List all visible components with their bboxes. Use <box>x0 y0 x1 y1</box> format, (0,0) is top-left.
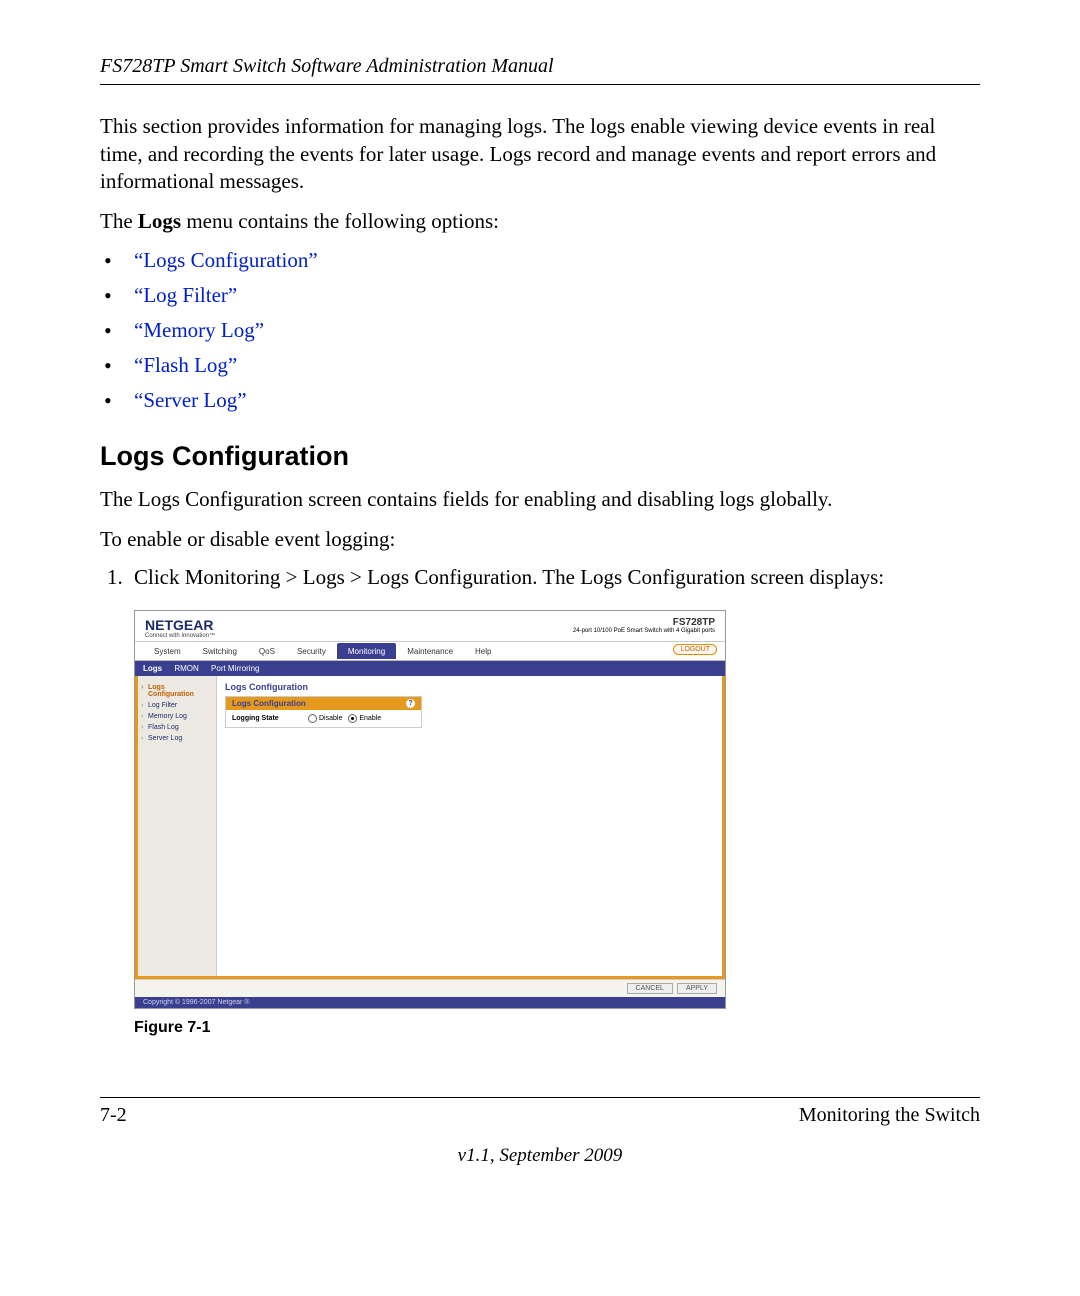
sidebar-item-logs-configuration[interactable]: Logs Configuration <box>138 682 216 700</box>
subtab-rmon[interactable]: RMON <box>174 664 198 673</box>
tab-help[interactable]: Help <box>464 643 502 659</box>
page-header-rule: FS728TP Smart Switch Software Administra… <box>100 55 980 85</box>
intro-p2-bold: Logs <box>138 209 181 233</box>
tab-qos[interactable]: QoS <box>248 643 286 659</box>
screenshot: NETGEAR Connect with Innovation™ FS728TP… <box>134 610 726 1009</box>
radio-disable-label: Disable <box>319 715 342 722</box>
link-memory-log[interactable]: “Memory Log” <box>134 318 264 342</box>
sidebar-item-flash-log[interactable]: Flash Log <box>138 722 216 733</box>
footer-section-name: Monitoring the Switch <box>799 1104 980 1127</box>
brand-logo-text: NETGEAR <box>145 617 215 633</box>
sub-tabs: Logs RMON Port Mirroring <box>135 661 725 676</box>
sidebar: Logs Configuration Log Filter Memory Log… <box>138 676 217 976</box>
help-icon[interactable]: ? <box>406 699 415 708</box>
panel-head-label: Logs Configuration <box>232 699 306 708</box>
link-flash-log[interactable]: “Flash Log” <box>134 353 237 377</box>
content-area: Logs Configuration Logs Configuration ? … <box>217 676 722 976</box>
screenshot-footer: CANCEL APPLY <box>135 979 725 997</box>
radio-enable-dot <box>348 714 357 723</box>
link-log-filter[interactable]: “Log Filter” <box>134 283 237 307</box>
screenshot-body: Logs Configuration Log Filter Memory Log… <box>135 676 725 979</box>
step-1: Click Monitoring > Logs > Logs Configura… <box>128 565 980 590</box>
tab-switching[interactable]: Switching <box>192 643 248 659</box>
link-logs-configuration[interactable]: “Logs Configuration” <box>134 248 318 272</box>
section-text-2: To enable or disable event logging: <box>100 526 980 554</box>
logging-state-label: Logging State <box>232 715 302 722</box>
step-1-post: . The Logs Configuration screen displays… <box>532 565 884 589</box>
page-footer: 7-2 Monitoring the Switch <box>100 1097 980 1127</box>
subtab-port-mirroring[interactable]: Port Mirroring <box>211 664 259 673</box>
options-list: “Logs Configuration” “Log Filter” “Memor… <box>100 248 980 413</box>
model-sub: 24-port 10/100 PoE Smart Switch with 4 G… <box>573 628 715 634</box>
model-block: FS728TP 24-port 10/100 PoE Smart Switch … <box>573 617 715 639</box>
copyright-bar: Copyright © 1996-2007 Netgear ® <box>135 997 725 1008</box>
radio-enable-label: Enable <box>359 715 381 722</box>
option-logs-configuration: “Logs Configuration” <box>100 248 980 273</box>
logout-button[interactable]: LOGOUT <box>673 644 717 655</box>
radio-disable[interactable]: Disable <box>308 714 342 723</box>
model-name: FS728TP <box>573 617 715 628</box>
intro-paragraph-1: This section provides information for ma… <box>100 113 980 196</box>
section-text-1: The Logs Configuration screen contains f… <box>100 486 980 514</box>
logging-state-row: Logging State Disable Enable <box>226 710 421 727</box>
section-heading: Logs Configuration <box>100 441 980 472</box>
panel-title: Logs Configuration <box>225 682 714 692</box>
apply-button[interactable]: APPLY <box>677 983 717 994</box>
figure-caption: Figure 7-1 <box>134 1019 980 1037</box>
tab-monitoring[interactable]: Monitoring <box>337 643 396 659</box>
steps-list: Click Monitoring > Logs > Logs Configura… <box>100 565 980 590</box>
version-line: v1.1, September 2009 <box>100 1145 980 1167</box>
sidebar-item-server-log[interactable]: Server Log <box>138 733 216 744</box>
cancel-button[interactable]: CANCEL <box>627 983 673 994</box>
sidebar-item-log-filter[interactable]: Log Filter <box>138 700 216 711</box>
panel-head: Logs Configuration ? <box>226 697 421 710</box>
option-flash-log: “Flash Log” <box>100 353 980 378</box>
radio-disable-dot <box>308 714 317 723</box>
intro-p2-pre: The <box>100 209 138 233</box>
brand-tagline: Connect with Innovation™ <box>145 633 215 639</box>
figure-wrapper: NETGEAR Connect with Innovation™ FS728TP… <box>134 610 980 1009</box>
screenshot-header: NETGEAR Connect with Innovation™ FS728TP… <box>135 611 725 642</box>
brand-block: NETGEAR Connect with Innovation™ <box>145 617 215 639</box>
option-log-filter: “Log Filter” <box>100 283 980 308</box>
manual-title: FS728TP Smart Switch Software Administra… <box>100 55 554 77</box>
step-1-path: Monitoring > Logs > Logs Configuration <box>185 565 532 589</box>
intro-p2-post: menu contains the following options: <box>181 209 499 233</box>
tab-security[interactable]: Security <box>286 643 337 659</box>
link-server-log[interactable]: “Server Log” <box>134 388 247 412</box>
config-panel: Logs Configuration ? Logging State Disab… <box>225 696 422 728</box>
option-server-log: “Server Log” <box>100 388 980 413</box>
tab-system[interactable]: System <box>143 643 192 659</box>
intro-paragraph-2: The Logs menu contains the following opt… <box>100 208 980 236</box>
step-1-pre: Click <box>134 565 185 589</box>
option-memory-log: “Memory Log” <box>100 318 980 343</box>
manual-page: FS728TP Smart Switch Software Administra… <box>0 0 1080 1207</box>
subtab-logs[interactable]: Logs <box>143 664 162 673</box>
page-number: 7-2 <box>100 1104 127 1127</box>
main-tabs: System Switching QoS Security Monitoring… <box>135 642 725 661</box>
sidebar-item-memory-log[interactable]: Memory Log <box>138 711 216 722</box>
radio-enable[interactable]: Enable <box>348 714 381 723</box>
tab-maintenance[interactable]: Maintenance <box>396 643 464 659</box>
